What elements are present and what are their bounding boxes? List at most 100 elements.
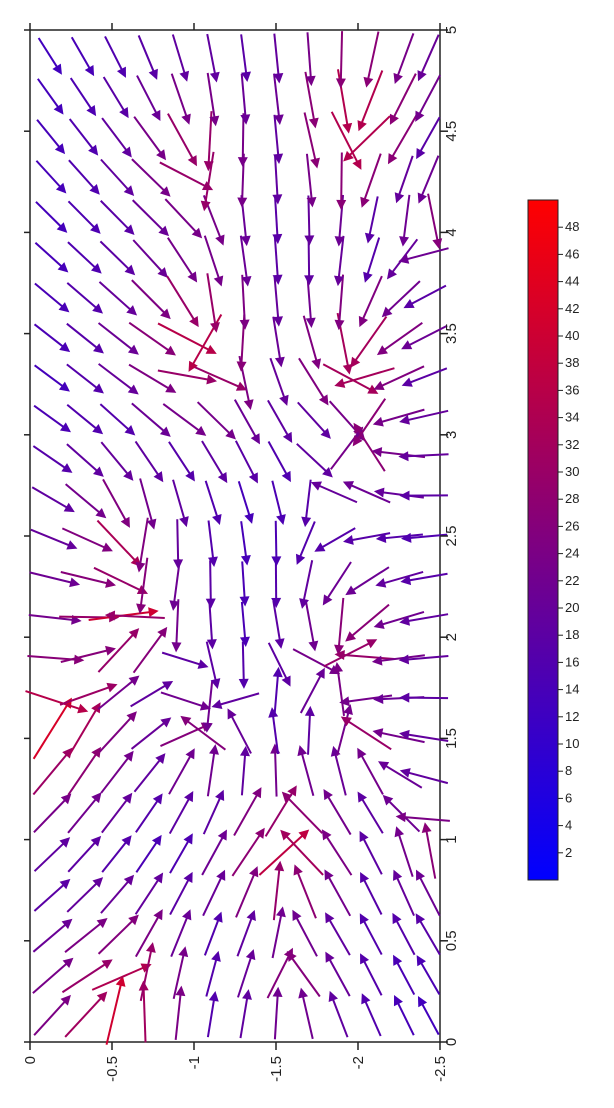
vector-arrow (271, 480, 286, 526)
vector-arrow (206, 273, 220, 333)
vector-arrow (363, 237, 381, 283)
y-tick-label: 5 (443, 26, 460, 34)
vector-arrow (398, 654, 449, 665)
vector-arrow (33, 404, 71, 433)
colorbar-tick-label: 8 (565, 763, 572, 778)
vector-arrow (363, 31, 380, 88)
vector-arrow (372, 408, 425, 427)
vector-arrow (334, 650, 395, 661)
colorbar (527, 199, 559, 881)
vector-arrow (416, 869, 441, 917)
vector-arrow (417, 155, 440, 204)
vector-arrow (166, 275, 199, 328)
x-tick-label: -1.5 (268, 1056, 285, 1082)
vector-arrow (171, 599, 182, 653)
vector-arrow (399, 194, 411, 247)
vector-arrow (340, 716, 392, 751)
vector-arrow (304, 195, 315, 246)
colorbar-tick-label: 22 (565, 573, 579, 588)
vector-arrow (64, 483, 107, 519)
vector-arrow (400, 572, 448, 586)
vector-arrow (203, 111, 214, 172)
vector-arrow (361, 993, 382, 1037)
vector-arrow (33, 323, 71, 353)
vector-arrow (272, 196, 283, 245)
vector-arrow (160, 691, 211, 711)
vector-arrow (100, 750, 134, 794)
vector-arrow (202, 789, 225, 835)
vector-arrow (205, 950, 221, 997)
vector-arrow (31, 486, 75, 513)
vector-arrow (334, 367, 395, 388)
y-tick-label: 4 (443, 228, 460, 236)
vector-arrow (33, 994, 71, 1036)
vector-arrow (200, 151, 215, 212)
vector-arrow (272, 986, 283, 1040)
vector-arrow (401, 367, 448, 387)
vector-arrow (399, 409, 449, 425)
colorbar-ticks: 2468101214161820222426283032343638404244… (558, 219, 579, 860)
y-tick-label: 3.5 (443, 323, 460, 344)
vector-arrow (342, 481, 391, 504)
vector-arrow (375, 533, 423, 544)
vector-arrow (297, 401, 331, 439)
vector-arrow (64, 991, 108, 1038)
vector-arrow (207, 520, 218, 568)
vector-arrow (239, 989, 252, 1039)
vector-arrow (378, 761, 423, 789)
colorbar-tick-label: 4 (565, 818, 572, 833)
vector-arrow (295, 521, 316, 565)
vector-arrow (97, 628, 140, 673)
vector-arrow (60, 645, 116, 663)
vector-arrow (381, 280, 421, 318)
vector-arrow (302, 315, 322, 370)
vector-arrow (271, 906, 286, 959)
vector-arrow (272, 316, 285, 368)
vector-arrow (135, 793, 163, 833)
vector-arrow (205, 641, 221, 690)
vector-arrow (334, 235, 345, 287)
vector-arrow (202, 869, 226, 917)
vector-arrow (373, 610, 425, 629)
vector-arrow (102, 478, 130, 528)
vector-arrow (303, 112, 320, 169)
vector-arrow (301, 479, 312, 528)
colorbar-tick-label: 40 (565, 328, 579, 343)
vector-arrow (33, 837, 71, 872)
vector-arrow (322, 561, 352, 606)
vector-arrow (240, 34, 251, 83)
vector-arrow (237, 949, 256, 998)
vector-arrow (322, 363, 379, 394)
vector-arrow (29, 571, 81, 588)
y-axis: 0 0.5 1 1.5 2 2.5 3 3.5 4 4.5 5 (24, 26, 460, 1046)
y-tick-label: 0 (443, 1038, 460, 1046)
vector-arrow (394, 155, 414, 204)
colorbar-tick-label: 26 (565, 518, 579, 533)
vector-arrow (35, 160, 67, 194)
vector-arrow (267, 399, 293, 444)
vector-arrow (330, 111, 362, 170)
vector-arrow (298, 357, 329, 406)
vector-arrow (67, 702, 101, 758)
y-tick-label: 0.5 (443, 930, 460, 951)
vector-arrow (66, 443, 104, 477)
vector-arrow (297, 745, 315, 797)
vector-arrow (67, 835, 102, 873)
vector-arrow (273, 33, 284, 84)
vector-arrow (174, 985, 186, 1040)
vector-arrow (191, 365, 248, 391)
vector-arrow (401, 324, 448, 350)
vector-arrow (32, 918, 73, 953)
vector-arrow (393, 869, 415, 917)
vector-arrow (415, 74, 441, 122)
vector-arrow (299, 560, 314, 609)
vector-arrow (399, 768, 449, 785)
vector-arrow (416, 955, 441, 995)
vector-arrow (324, 869, 352, 917)
vector-arrow (233, 399, 260, 445)
vector-arrow (101, 792, 133, 834)
vector-arrow (162, 403, 207, 436)
vector-arrow (339, 694, 393, 707)
vector-arrow (399, 692, 449, 703)
vector-arrow (97, 914, 139, 955)
